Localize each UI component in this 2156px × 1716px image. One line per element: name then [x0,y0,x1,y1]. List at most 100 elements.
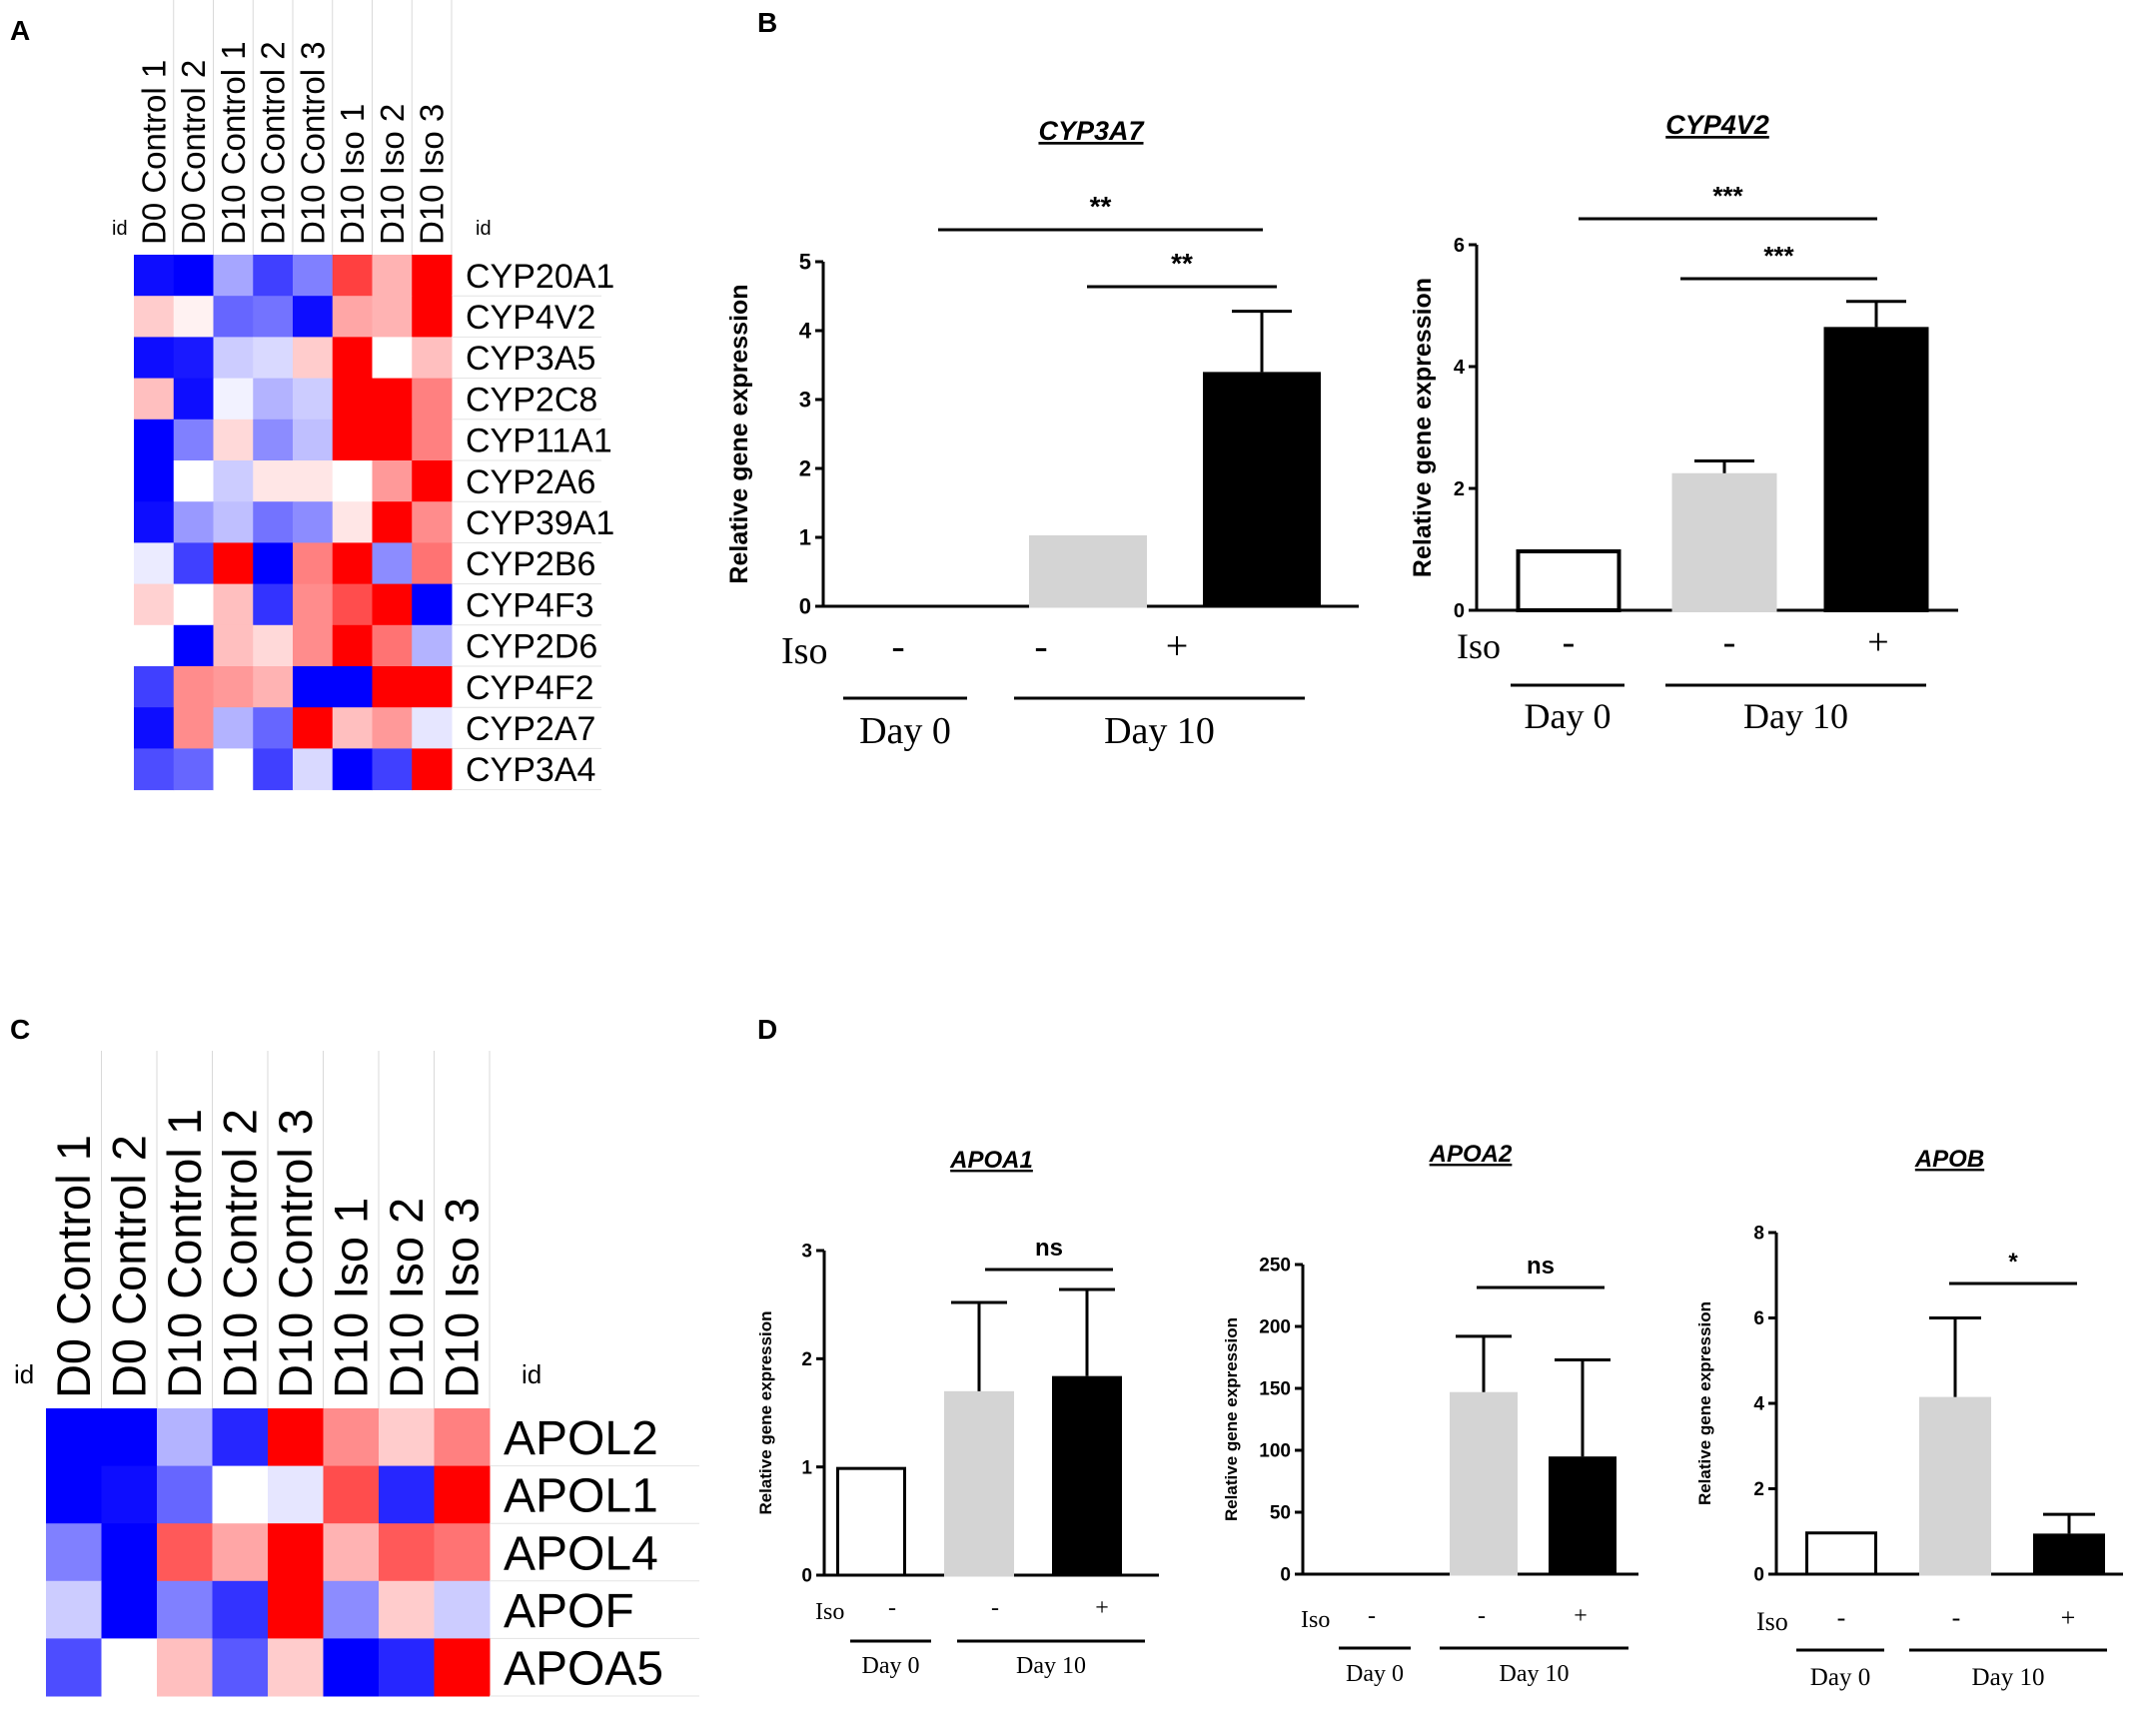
heatmap-cell [253,255,294,297]
heatmap-cell [173,583,214,626]
heatmap-cell [293,337,334,380]
heatmap-cell [293,378,334,421]
heatmap-cell [173,378,214,421]
significance-label: ** [1171,248,1193,279]
heatmap-cell [46,1408,102,1467]
heatmap-cell [434,1465,491,1524]
iso-sign: - [1723,621,1736,663]
heatmap-cell [412,460,453,502]
heatmap-cell [212,1408,269,1467]
y-axis-label: Relative gene expression [725,284,753,583]
iso-sign: + [1867,621,1888,663]
y-axis-label: Relative gene expression [1409,278,1437,577]
heatmap-cell [372,583,413,626]
heatmap-cell [253,378,294,421]
column-label: D10 Iso 3 [436,1198,489,1398]
heatmap-cell [212,1580,269,1639]
heatmap-cell [412,624,453,667]
heatmap-cell [213,748,254,791]
bar [1549,1456,1617,1576]
bar-chart-apoa2: APOA2 0 50 100 150 200 250 Relative gene expres… [1222,1141,1638,1687]
iso-label: Iso [1756,1607,1788,1636]
y-tick-label: 100 [1259,1441,1291,1462]
heatmap-cell [157,1580,213,1639]
heatmap-cell [213,419,254,461]
column-label: D10 Iso 2 [374,104,411,245]
heatmap-cell [332,460,373,502]
bar [1450,1391,1518,1576]
bar [1029,534,1147,608]
row-label: APOF [504,1585,634,1638]
heatmap-cell [412,666,453,708]
row-label: CYP2C8 [466,381,597,419]
y-axis-label: Relative gene expression [1222,1317,1241,1521]
heatmap-cell [412,419,453,461]
bar [1919,1396,1991,1576]
heatmap-cell [268,1465,324,1524]
heatmap-cell [412,707,453,749]
heatmap-cell [372,378,413,421]
row-label: CYP2A6 [466,463,595,501]
heatmap-cell [332,707,373,749]
group-label: Day 0 [1346,1661,1404,1687]
heatmap-cell [173,666,214,708]
heatmap-cell [412,337,453,380]
heatmap-cell [213,255,254,297]
y-tick-label: 8 [1753,1224,1764,1245]
heatmap-cell [434,1408,491,1467]
heatmap-cell [323,1408,380,1467]
id-label-left: id [112,218,128,240]
heatmap-cell [372,542,413,585]
column-label: D10 Iso 2 [380,1198,433,1398]
column-label: D10 Control 1 [215,41,252,245]
heatmap-cell [372,624,413,667]
chart-title: APOB [1914,1146,1984,1173]
row-label: CYP20A1 [466,258,614,296]
row-label: CYP11A1 [466,423,612,460]
heatmap-cell [213,296,254,338]
heatmap-cell [412,378,453,421]
heatmap-cell [134,666,175,708]
heatmap-cell [293,460,334,502]
column-label: D0 Control 2 [175,60,212,245]
heatmap-cell [46,1638,102,1697]
column-label: D10 Control 1 [158,1109,211,1398]
heatmap-cell [332,419,373,461]
panel-label-c: C [10,1014,30,1045]
y-tick-label: 6 [1753,1308,1764,1329]
column-label: D10 Control 3 [269,1109,322,1398]
y-tick-label: 2 [1454,478,1465,500]
panel-label-d: D [757,1014,777,1045]
iso-sign: + [1095,1595,1109,1621]
group-label: Day 0 [859,710,951,752]
iso-sign: - [1034,623,1047,668]
heatmap-cell [213,583,254,626]
heatmap-cell [134,378,175,421]
heatmap-cell [134,624,175,667]
chart-title: CYP3A7 [1038,116,1145,146]
heatmap-cell [372,460,413,502]
bar [2033,1533,2105,1576]
iso-sign: - [1368,1603,1376,1629]
row-label: CYP2B6 [466,545,595,583]
id-label-right: id [476,218,492,240]
y-axis-label: Relative gene expression [1695,1301,1714,1505]
row-label: CYP3A4 [466,751,595,789]
group-label: Day 10 [1500,1661,1570,1687]
column-label: D10 Control 2 [255,41,292,245]
heatmap-cell [268,1580,324,1639]
iso-sign: - [991,1595,999,1621]
row-label: CYP3A5 [466,340,595,378]
y-tick-label: 200 [1259,1317,1291,1338]
iso-label: Iso [1457,626,1501,666]
y-tick-label: 50 [1270,1503,1291,1524]
heatmap-cell [293,748,334,791]
column-label: D0 Control 1 [47,1135,100,1398]
heatmap-cell [134,542,175,585]
heatmap-cell [213,378,254,421]
heatmap-cell [434,1580,491,1639]
y-tick-label: 0 [801,1566,812,1587]
group-label: Day 0 [1810,1664,1870,1691]
heatmap-cell [134,583,175,626]
